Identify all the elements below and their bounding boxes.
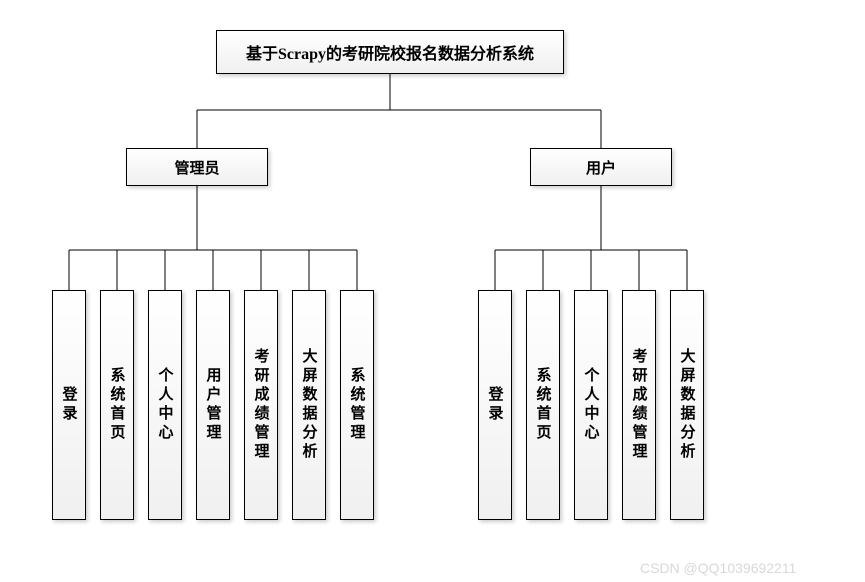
leaf-user-exam: 考研成绩管理 [622, 290, 656, 520]
leaf-label: 系统首页 [107, 367, 128, 443]
leaf-admin-exam: 考研成绩管理 [244, 290, 278, 520]
leaf-admin-bigdata: 大屏数据分析 [292, 290, 326, 520]
leaf-label: 系统首页 [533, 367, 554, 443]
leaf-admin-home: 系统首页 [100, 290, 134, 520]
leaf-admin-usermgmt: 用户管理 [196, 290, 230, 520]
leaf-label: 登录 [59, 386, 80, 424]
leaf-label: 考研成绩管理 [251, 348, 272, 462]
leaf-user-home: 系统首页 [526, 290, 560, 520]
leaf-label: 考研成绩管理 [629, 348, 650, 462]
watermark-text: CSDN @QQ1039692211 [640, 560, 796, 576]
leaf-label: 登录 [485, 386, 506, 424]
root-node: 基于Scrapy的考研院校报名数据分析系统 [216, 30, 564, 74]
leaf-user-profile: 个人中心 [574, 290, 608, 520]
leaf-label: 系统管理 [347, 367, 368, 443]
leaf-user-bigdata: 大屏数据分析 [670, 290, 704, 520]
user-node: 用户 [530, 148, 672, 186]
leaf-label: 大屏数据分析 [299, 348, 320, 462]
root-label: 基于Scrapy的考研院校报名数据分析系统 [246, 40, 534, 64]
admin-node: 管理员 [126, 148, 268, 186]
admin-label: 管理员 [174, 157, 219, 178]
leaf-admin-login: 登录 [52, 290, 86, 520]
leaf-user-login: 登录 [478, 290, 512, 520]
leaf-label: 用户管理 [203, 367, 224, 443]
leaf-label: 个人中心 [581, 367, 602, 443]
leaf-admin-profile: 个人中心 [148, 290, 182, 520]
leaf-label: 大屏数据分析 [677, 348, 698, 462]
user-label: 用户 [586, 157, 616, 178]
leaf-label: 个人中心 [155, 367, 176, 443]
leaf-admin-sysmgmt: 系统管理 [340, 290, 374, 520]
